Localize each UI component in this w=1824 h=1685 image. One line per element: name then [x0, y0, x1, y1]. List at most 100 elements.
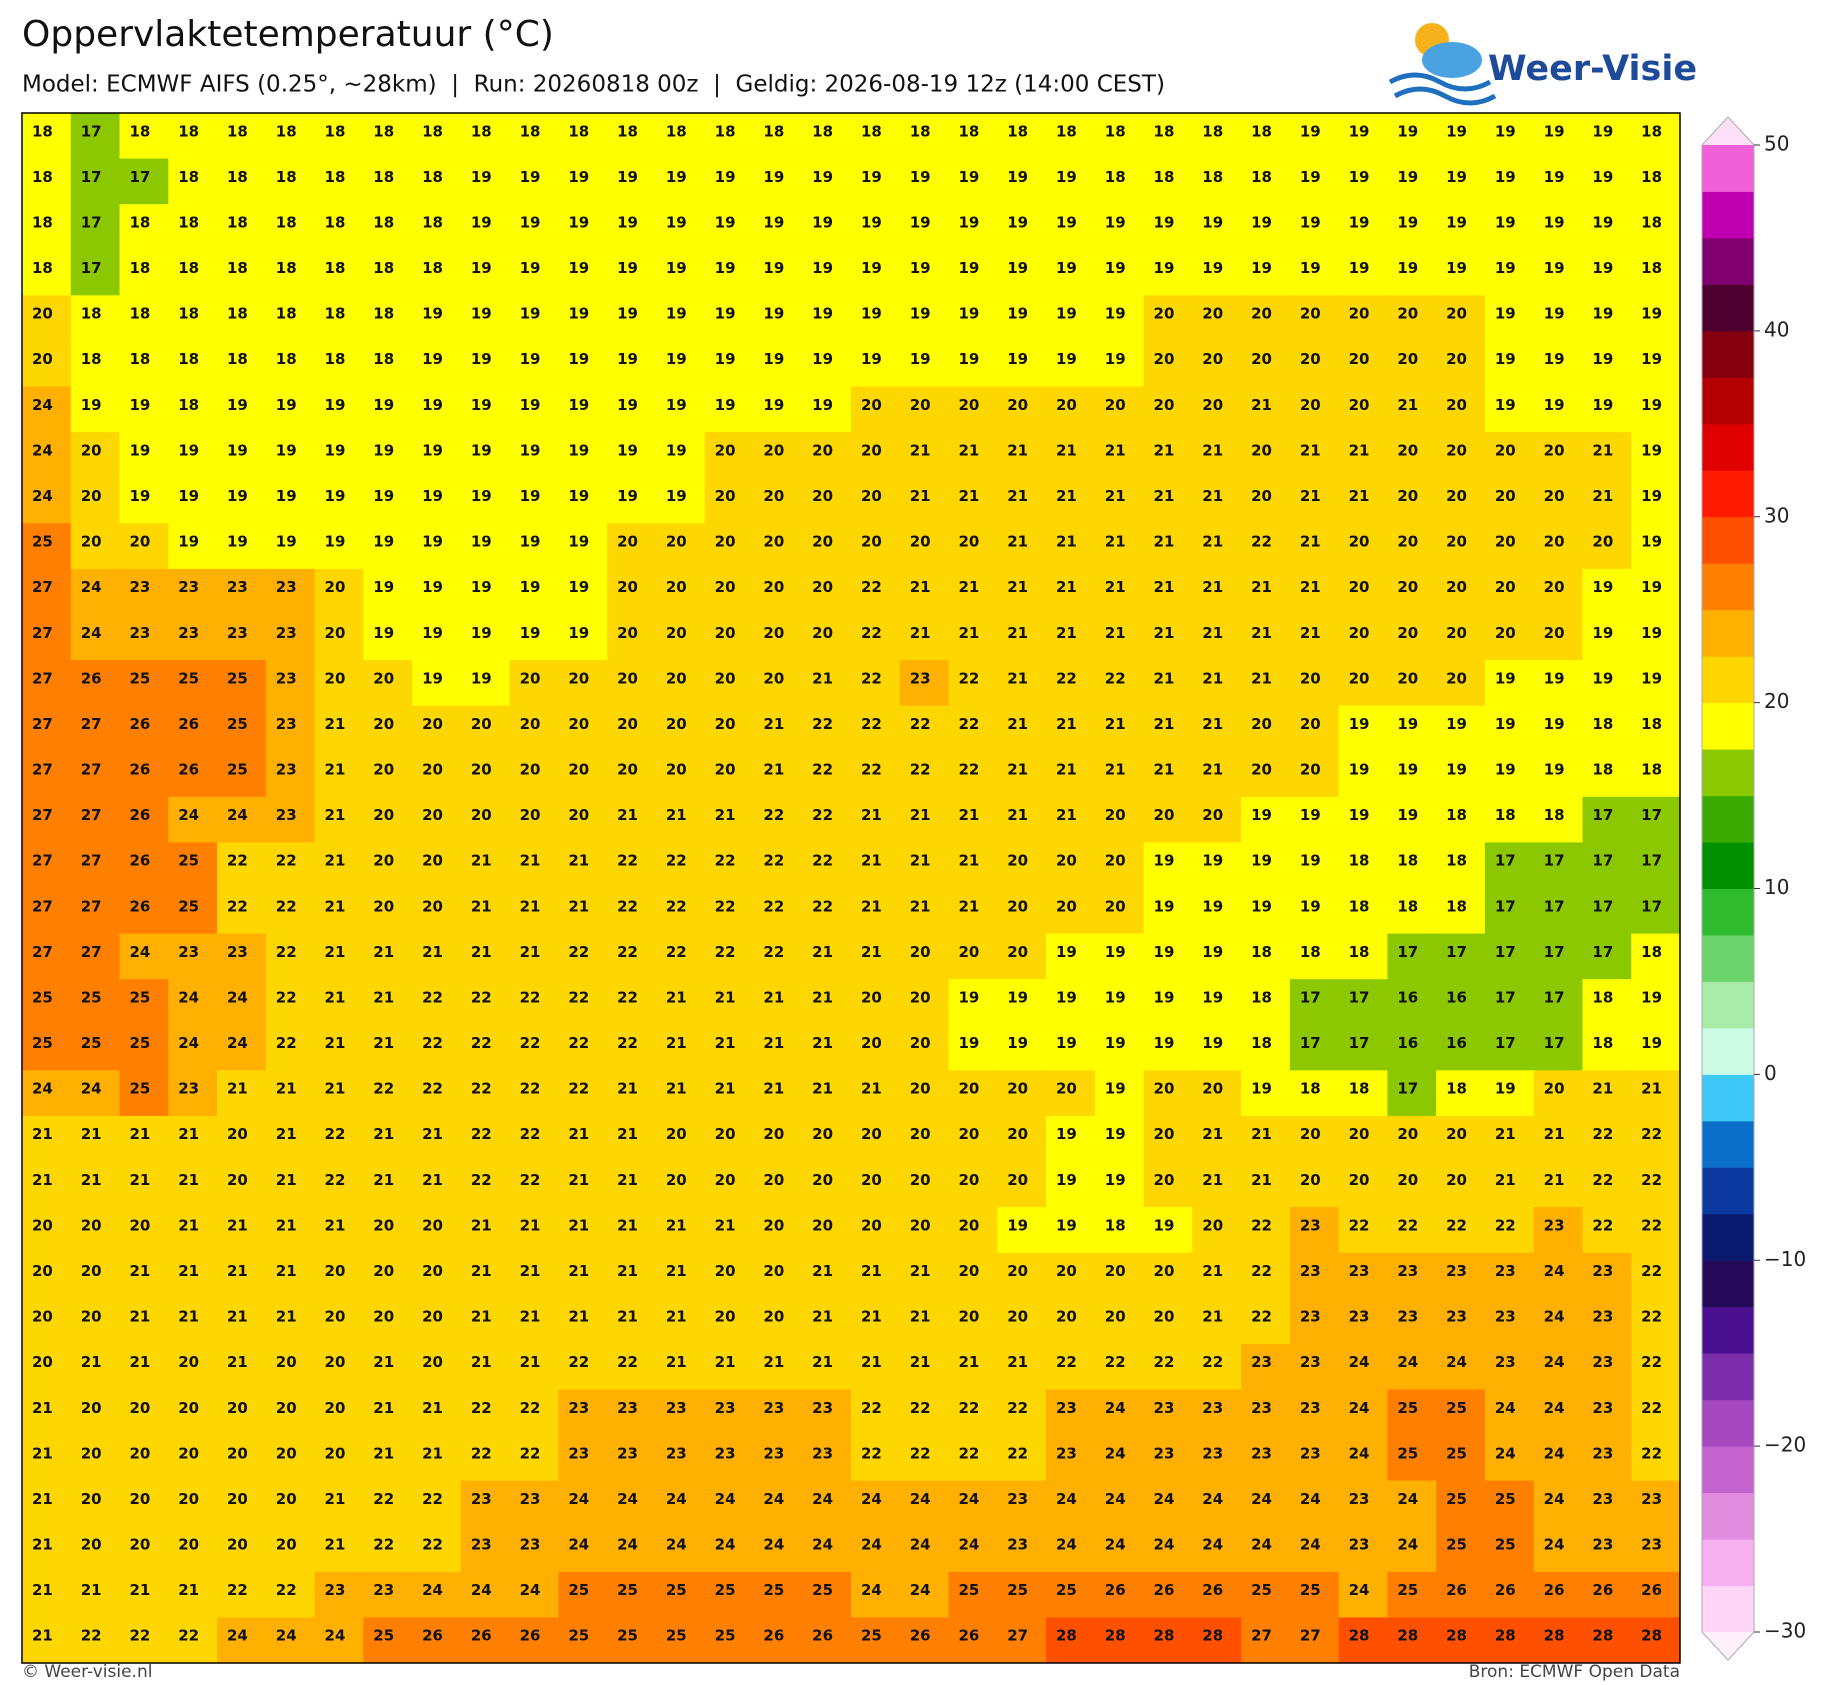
- temperature-label: 19: [1105, 1125, 1126, 1143]
- temperature-cell: [1241, 1070, 1291, 1117]
- temperature-cell: [753, 340, 803, 388]
- temperature-label: 19: [227, 441, 248, 459]
- temperature-label: 19: [617, 396, 638, 414]
- temperature-label: 21: [910, 806, 931, 824]
- temperature-cell: [1289, 614, 1340, 661]
- temperature-label: 18: [1592, 761, 1613, 779]
- temperature-cell: [1192, 1571, 1242, 1619]
- temperature-cell: [460, 1526, 511, 1573]
- temperature-label: 20: [422, 1216, 443, 1234]
- temperature-cell: [119, 1526, 169, 1573]
- temperature-cell: [1241, 842, 1291, 889]
- temperature-cell: [265, 842, 316, 889]
- temperature-label: 19: [1105, 1080, 1126, 1098]
- temperature-label: 17: [1349, 1034, 1370, 1052]
- temperature-label: 19: [1641, 441, 1662, 459]
- temperature-label: 24: [1251, 1536, 1272, 1554]
- temperature-cell: [851, 340, 901, 388]
- temperature-cell: [802, 1526, 852, 1573]
- temperature-label: 22: [1202, 1353, 1223, 1371]
- temperature-label: 18: [325, 168, 346, 186]
- temperature-cell: [1338, 705, 1389, 752]
- temperature-label: 21: [861, 1262, 882, 1280]
- temperature-label: 20: [1251, 441, 1272, 459]
- temperature-cell: [753, 1024, 803, 1071]
- temperature-cell: [948, 568, 998, 616]
- temperature-cell: [704, 1480, 755, 1527]
- temperature-label: 20: [812, 487, 833, 505]
- temperature-label: 18: [715, 122, 736, 140]
- temperature-label: 21: [1202, 1308, 1223, 1326]
- temperature-label: 27: [32, 669, 53, 687]
- temperature-label: 18: [1446, 806, 1467, 824]
- temperature-label: 19: [471, 441, 492, 459]
- temperature-cell: [607, 1115, 657, 1163]
- temperature-cell: [1046, 1070, 1096, 1117]
- temperature-label: 21: [1056, 715, 1077, 733]
- temperature-label: 25: [227, 715, 248, 733]
- temperature-cell: [70, 1435, 121, 1482]
- temperature-label: 24: [471, 1581, 492, 1599]
- temperature-label: 19: [471, 533, 492, 551]
- temperature-label: 22: [617, 1353, 638, 1371]
- temperature-label: 19: [666, 350, 687, 368]
- temperature-label: 19: [422, 578, 443, 596]
- temperature-label: 22: [568, 1034, 589, 1052]
- temperature-cell: [802, 751, 852, 798]
- temperature-label: 20: [373, 852, 394, 870]
- temperature-label: 21: [958, 897, 979, 915]
- temperature-label: 26: [1495, 1581, 1516, 1599]
- temperature-label: 21: [32, 1627, 53, 1645]
- temperature-label: 19: [471, 350, 492, 368]
- temperature-cell: [997, 1115, 1047, 1163]
- temperature-label: 19: [1349, 761, 1370, 779]
- temperature-label: 18: [227, 168, 248, 186]
- temperature-cell: [509, 933, 560, 980]
- temperature-cell: [948, 477, 998, 524]
- temperature-label: 20: [1544, 624, 1565, 642]
- temperature-label: 22: [715, 897, 736, 915]
- temperature-label: 18: [373, 168, 394, 186]
- temperature-label: 20: [1349, 1125, 1370, 1143]
- temperature-label: 21: [1202, 761, 1223, 779]
- temperature-label: 19: [1641, 669, 1662, 687]
- temperature-cell: [119, 477, 169, 524]
- temperature-label: 19: [568, 305, 589, 323]
- temperature-cell: [363, 1389, 413, 1436]
- temperature-label: 19: [178, 487, 199, 505]
- temperature-label: 20: [1056, 396, 1077, 414]
- temperature-cell: [1436, 1115, 1486, 1163]
- temperature-cell: [509, 1298, 560, 1345]
- temperature-cell: [607, 1070, 657, 1117]
- temperature-cell: [1046, 340, 1096, 388]
- temperature-cell: [802, 340, 852, 388]
- temperature-cell: [70, 888, 121, 935]
- temperature-label: 26: [129, 761, 150, 779]
- temperature-cell: [70, 1298, 121, 1345]
- temperature-cell: [851, 204, 901, 251]
- temperature-label: 22: [1105, 1353, 1126, 1371]
- temperature-label: 21: [422, 1125, 443, 1143]
- temperature-cell: [314, 705, 364, 752]
- temperature-label: 24: [1105, 1490, 1126, 1508]
- temperature-label: 22: [617, 897, 638, 915]
- temperature-cell: [1241, 705, 1291, 752]
- temperature-label: 16: [1397, 1034, 1418, 1052]
- temperature-cell: [1436, 796, 1486, 844]
- temperature-cell: [1094, 888, 1145, 935]
- temperature-cell: [899, 842, 950, 889]
- temperature-cell: [1289, 979, 1340, 1026]
- temperature-label: 20: [178, 1353, 199, 1371]
- temperature-cell: [314, 295, 364, 342]
- temperature-cell: [314, 204, 364, 251]
- temperature-label: 21: [325, 1536, 346, 1554]
- temperature-label: 19: [422, 441, 443, 459]
- temperature-label: 19: [763, 396, 784, 414]
- temperature-cell: [1484, 523, 1535, 570]
- temperature-label: 18: [178, 122, 199, 140]
- temperature-cell: [851, 1252, 901, 1299]
- temperature-cell: [1533, 1435, 1584, 1482]
- temperature-label: 23: [276, 624, 297, 642]
- temperature-cell: [314, 842, 364, 889]
- temperature-cell: [655, 933, 706, 980]
